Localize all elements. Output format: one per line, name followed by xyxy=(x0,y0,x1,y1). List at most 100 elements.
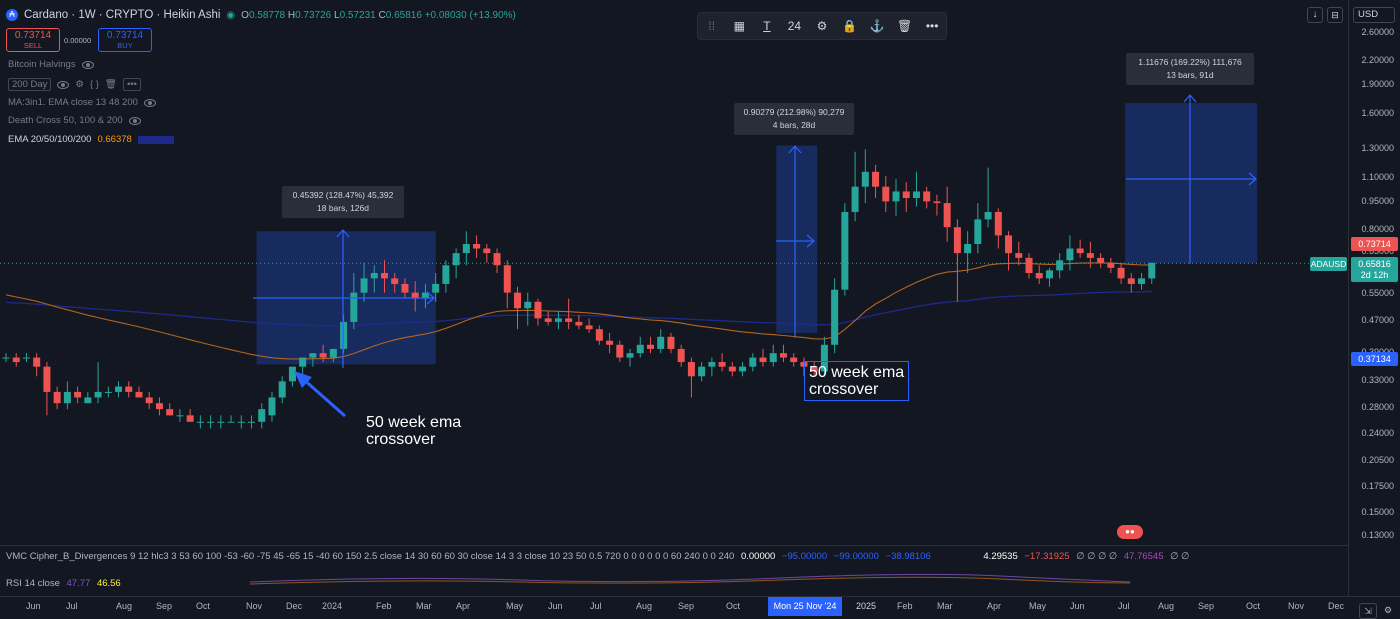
time-tick-label: Oct xyxy=(196,601,211,611)
candle-body xyxy=(43,366,51,392)
time-tick-label: Mar xyxy=(937,601,953,611)
measure-arrow-right-2-head xyxy=(806,234,815,248)
settings-gear-icon[interactable]: ⚙ xyxy=(1383,605,1393,615)
candle-body xyxy=(94,391,102,398)
time-tick-label: Sep xyxy=(156,601,173,611)
candle-body xyxy=(1076,248,1084,254)
price-tick-label: 0.47000 xyxy=(1361,315,1394,325)
rsi-label[interactable]: RSI 14 close xyxy=(6,578,60,589)
sell-label: SELL xyxy=(23,41,43,50)
time-tick-label: Sep xyxy=(678,601,695,611)
drag-handle-icon[interactable]: ⁞⁞ xyxy=(708,19,716,33)
add-template-icon[interactable]: ▦ xyxy=(733,19,745,33)
candle-body xyxy=(309,353,317,358)
price-tick-label: 1.90000 xyxy=(1361,79,1394,89)
auto-scale-button[interactable]: ⇲ xyxy=(1359,603,1377,619)
time-tick-label: Jun xyxy=(1070,601,1085,611)
delete-icon[interactable]: 🗑 xyxy=(896,19,913,33)
candle-body xyxy=(442,265,450,284)
close-value: 0.65816 xyxy=(385,9,422,21)
drawing-toolbar[interactable]: ⁞⁞ ▦ T 24 ⚙ 🔒 ⚓ 🗑 ••• xyxy=(697,12,947,40)
source-code-icon[interactable]: { } xyxy=(89,79,99,90)
price-tick-label: 0.33000 xyxy=(1361,375,1394,385)
chart-area[interactable] xyxy=(0,0,1348,545)
measure-label-3[interactable]: 1.11676 (169.22%) 111,676 13 bars, 91d xyxy=(1126,53,1254,85)
open-value: 0.58778 xyxy=(248,9,286,21)
scroll-to-latest-button[interactable]: ↓ xyxy=(1307,7,1323,23)
anchor-icon[interactable]: ⚓ xyxy=(869,19,885,33)
candle-body xyxy=(166,409,174,416)
time-axis[interactable]: Jun Jul Aug Sep Oct Nov Dec 2024 Feb Mar Apr May Jun… xyxy=(0,596,1400,619)
measure-label-1[interactable]: 0.45392 (128.47%) 45,392 18 bars, 126d xyxy=(282,186,404,218)
earnings-flag-icon[interactable]: ●● xyxy=(1117,525,1143,539)
more-icon[interactable]: ••• xyxy=(122,78,141,91)
time-tick-label: 2024 xyxy=(322,601,343,611)
buy-price: 0.73714 xyxy=(106,30,144,41)
candle-body xyxy=(104,391,112,393)
candle-body xyxy=(565,318,573,322)
candle-body xyxy=(841,211,849,290)
price-axis[interactable]: USD 2.60000 2.20000 1.90000 1.60000 1.30000 1… xyxy=(1348,0,1400,596)
candle-body xyxy=(155,403,163,410)
settings-icon[interactable]: ⚙ xyxy=(816,19,828,33)
buy-button[interactable]: 0.73714 BUY xyxy=(98,28,152,52)
measure-label-2[interactable]: 0.90279 (212.98%) 90,279 4 bars, 28d xyxy=(734,103,854,135)
high-value: 0.73726 xyxy=(295,9,332,21)
candle-body xyxy=(943,203,951,228)
indicator-label: MA:3in1. EMA close 13 48 200 xyxy=(8,97,138,108)
price-chart[interactable] xyxy=(0,0,1348,545)
candle-body xyxy=(268,397,276,416)
annotation-note-1[interactable]: 50 week ema crossover xyxy=(366,414,461,448)
buy-label: BUY xyxy=(117,41,133,50)
indicator-label: Death Cross 50, 100 & 200 xyxy=(8,115,123,126)
indicator-ema[interactable]: EMA 20/50/100/200 0.66378 xyxy=(8,134,174,145)
candle-body xyxy=(135,391,143,398)
oscillator-pane[interactable]: VMC Cipher_B_Divergences 9 12 hlc3 3 53 … xyxy=(0,545,1348,596)
indicator-200-day[interactable]: 200 Day ⚙ { } 🗑 ••• xyxy=(8,78,141,91)
annotation-note-2[interactable]: 50 week ema crossover xyxy=(804,361,910,401)
candle-body xyxy=(1015,253,1023,258)
rsi-value: 46.56 xyxy=(96,578,121,589)
annotation-arrow-head xyxy=(294,371,312,388)
annotation-line: 50 week ema xyxy=(366,414,462,431)
candle-body xyxy=(964,244,972,254)
price-tick-label: 0.65000 xyxy=(1361,246,1394,256)
price-tick-label: 0.24000 xyxy=(1361,428,1394,438)
indicator-death-cross[interactable]: Death Cross 50, 100 & 200 xyxy=(8,115,141,126)
price-tick-label: 0.55000 xyxy=(1361,288,1394,298)
more-icon[interactable]: ••• xyxy=(925,19,939,33)
symbol-title[interactable]: Cardano · 1W · CRYPTO · Heikin Ashi xyxy=(24,9,221,21)
delete-icon[interactable]: 🗑 xyxy=(104,79,117,90)
candle-body xyxy=(473,244,481,249)
eye-hidden-icon[interactable] xyxy=(128,116,141,125)
settings-icon[interactable]: ⚙ xyxy=(75,79,84,90)
sell-button[interactable]: 0.73714 SELL xyxy=(6,28,60,52)
eye-hidden-icon[interactable] xyxy=(57,80,70,89)
text-color-icon[interactable]: T xyxy=(763,19,771,33)
spread-value: 0.00000 xyxy=(64,36,92,45)
candle-body xyxy=(319,353,327,358)
time-tick-label: Aug xyxy=(116,601,133,611)
candle-body xyxy=(145,397,153,404)
vmc-label[interactable]: VMC Cipher_B_Divergences 9 12 hlc3 3 53 … xyxy=(6,551,735,562)
candle-body xyxy=(483,248,491,254)
time-tick-label: Jun xyxy=(548,601,563,611)
candle-body xyxy=(1035,272,1043,279)
layout-button[interactable]: ⊟ xyxy=(1327,7,1343,23)
measure-arrow-up-1-head xyxy=(336,229,350,238)
currency-select[interactable]: USD xyxy=(1353,7,1395,23)
candle-body xyxy=(22,357,30,359)
candle-body xyxy=(912,191,920,199)
time-tick-label: Apr xyxy=(987,601,1002,611)
eye-hidden-icon[interactable] xyxy=(143,98,156,107)
rsi-row: RSI 14 close 47.77 46.56 xyxy=(6,578,121,589)
font-size-select[interactable]: 24 xyxy=(787,19,802,33)
indicator-ma-3in1[interactable]: MA:3in1. EMA close 13 48 200 xyxy=(8,97,156,108)
lock-icon[interactable]: 🔒 xyxy=(842,19,857,33)
eye-hidden-icon[interactable] xyxy=(81,60,94,69)
indicator-bitcoin-halvings[interactable]: Bitcoin Halvings xyxy=(8,59,94,70)
candle-body xyxy=(1127,278,1135,284)
year-label-2025: 2025 xyxy=(856,601,877,611)
time-tick-label: Jul xyxy=(590,601,602,611)
candle-body xyxy=(820,344,828,372)
